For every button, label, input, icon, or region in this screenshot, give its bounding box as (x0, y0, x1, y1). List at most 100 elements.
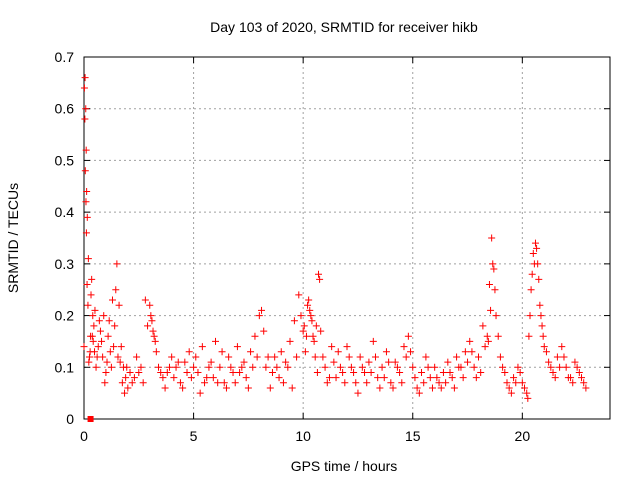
data-point (409, 363, 417, 371)
data-point (455, 363, 463, 371)
data-point (358, 363, 366, 371)
data-point (251, 332, 259, 340)
data-point (365, 358, 373, 366)
data-point (81, 167, 89, 175)
data-point (484, 337, 492, 345)
data-point (115, 301, 123, 309)
y-tick-label: 0.5 (55, 152, 75, 168)
data-point (244, 384, 252, 392)
data-point (99, 353, 107, 361)
data-point (483, 332, 491, 340)
data-point (309, 332, 317, 340)
data-point (420, 379, 428, 387)
data-point (151, 337, 159, 345)
data-point (297, 312, 305, 320)
data-point (304, 301, 312, 309)
data-point (501, 368, 509, 376)
data-point (247, 348, 255, 356)
data-point (319, 353, 327, 361)
data-point (354, 389, 362, 397)
data-point (100, 312, 108, 320)
data-point (464, 358, 472, 366)
data-point (530, 260, 538, 268)
data-point (92, 363, 100, 371)
data-point (374, 374, 382, 382)
data-point (225, 353, 233, 361)
plot-frame (83, 56, 611, 420)
data-point (321, 363, 329, 371)
data-point (542, 348, 550, 356)
data-point (268, 368, 276, 376)
data-point (428, 384, 436, 392)
data-point (82, 229, 90, 237)
data-point (139, 379, 147, 387)
data-point (141, 296, 149, 304)
data-point (393, 363, 401, 371)
data-point (117, 343, 125, 351)
data-point (496, 353, 504, 361)
data-point (229, 368, 237, 376)
data-point (535, 275, 543, 283)
data-point (183, 368, 191, 376)
axis-ticks (83, 56, 610, 420)
data-point (378, 363, 386, 371)
data-point (236, 368, 244, 376)
data-point (553, 353, 561, 361)
data-point (116, 358, 124, 366)
x-axis-title: GPS time / hours (291, 458, 398, 474)
data-point (531, 239, 539, 247)
data-point (422, 353, 430, 361)
data-point (413, 384, 421, 392)
data-point (343, 343, 351, 351)
y-axis-title: SRMTID / TECUs (5, 183, 21, 293)
data-point (512, 379, 520, 387)
data-point (201, 379, 209, 387)
data-point (418, 368, 426, 376)
data-point (249, 363, 257, 371)
data-point (503, 379, 511, 387)
data-point (209, 374, 217, 382)
data-point (415, 389, 423, 397)
data-point (214, 379, 222, 387)
data-point (91, 306, 99, 314)
data-point (135, 368, 143, 376)
data-point (558, 343, 566, 351)
data-point (328, 343, 336, 351)
data-point (240, 358, 248, 366)
data-point (155, 363, 163, 371)
data-point (325, 374, 333, 382)
y-tick-label: 0 (66, 411, 74, 427)
y-tick-label: 0.3 (55, 256, 75, 272)
data-point (85, 353, 93, 361)
data-point (148, 317, 156, 325)
data-point (165, 363, 173, 371)
data-point (389, 384, 397, 392)
data-point (533, 244, 541, 252)
data-point (562, 363, 570, 371)
data-point (491, 286, 499, 294)
data-point (150, 332, 158, 340)
data-point (152, 348, 160, 356)
data-point (279, 379, 287, 387)
data-point (334, 348, 342, 356)
data-point (122, 374, 130, 382)
data-point (220, 379, 228, 387)
data-point (487, 306, 495, 314)
data-point (524, 394, 532, 402)
data-point (101, 379, 109, 387)
x-tick-label: 10 (295, 428, 311, 444)
data-point (149, 327, 157, 335)
data-point (181, 358, 189, 366)
data-point (222, 384, 230, 392)
data-point (461, 348, 469, 356)
data-point (538, 322, 546, 330)
data-point (307, 312, 315, 320)
data-point (196, 389, 204, 397)
data-point (170, 374, 178, 382)
data-point (174, 358, 182, 366)
data-point (488, 234, 496, 242)
data-point (273, 363, 281, 371)
data-point (308, 317, 316, 325)
data-point (444, 358, 452, 366)
data-point (311, 353, 319, 361)
